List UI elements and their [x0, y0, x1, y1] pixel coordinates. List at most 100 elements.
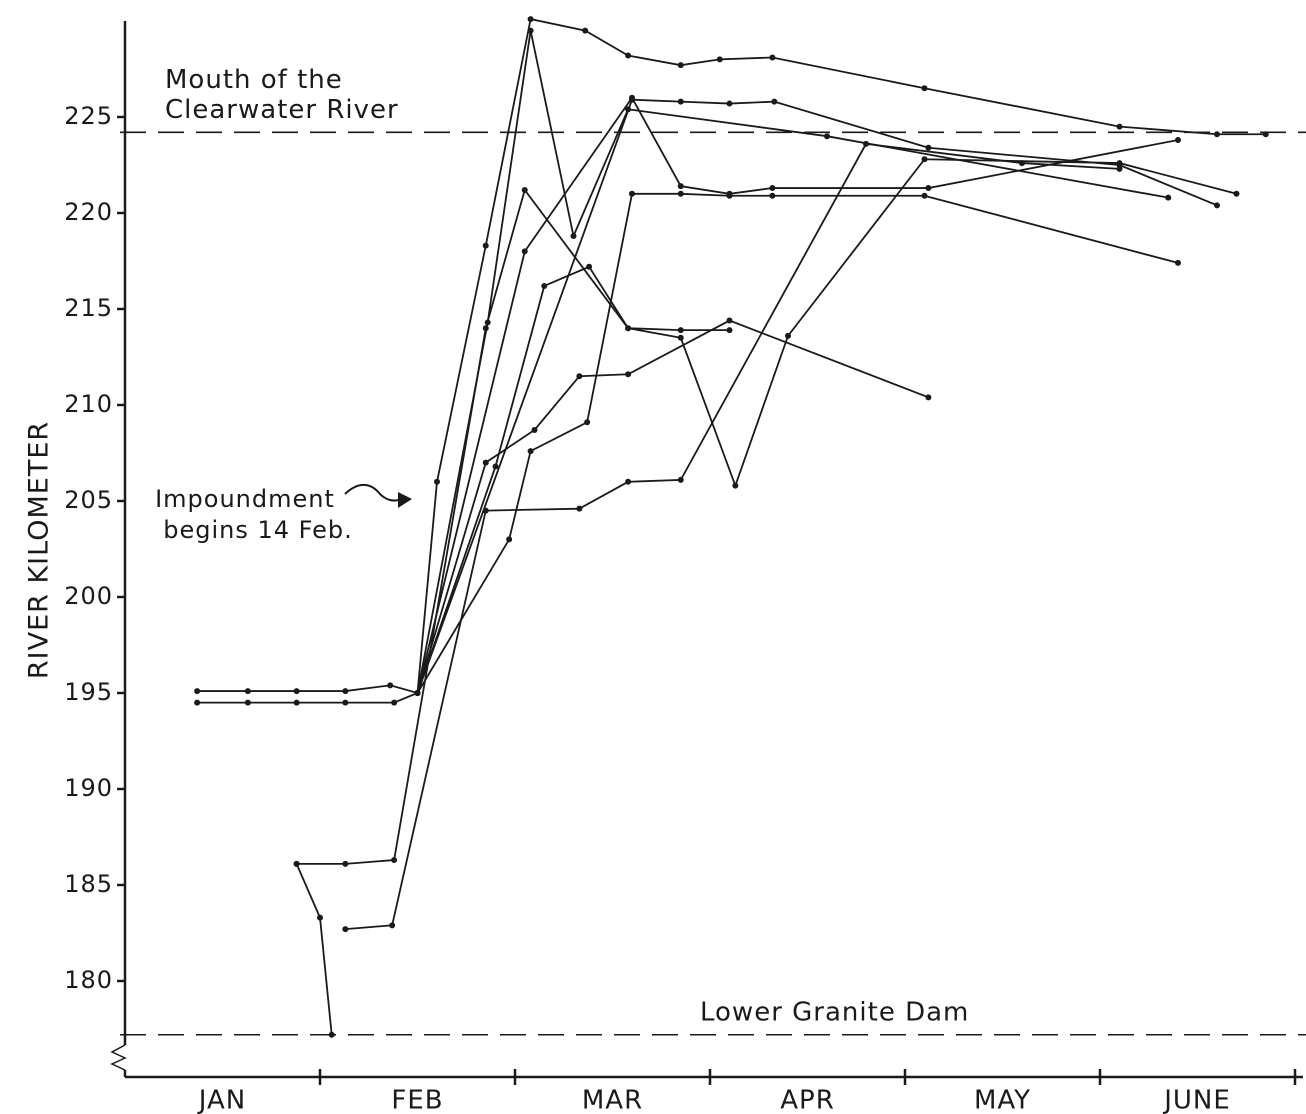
data-point [342, 926, 349, 933]
data-point [629, 96, 635, 103]
x-tick-label: MAY [974, 1086, 1031, 1114]
x-tick-label: APR [780, 1086, 835, 1114]
y-tick-label: 205 [64, 486, 113, 514]
data-point [293, 688, 300, 695]
data-point [586, 263, 593, 270]
y-tick-label: 215 [64, 294, 113, 322]
data-point [342, 699, 349, 706]
data-point [244, 699, 251, 706]
y-tick-label: 195 [64, 678, 113, 706]
data-point [492, 463, 499, 470]
data-point [726, 327, 733, 334]
data-point [194, 688, 201, 695]
data-point [391, 699, 398, 706]
data-point [921, 192, 928, 199]
data-point [521, 248, 528, 255]
data-point [677, 62, 684, 69]
data-point [677, 190, 684, 197]
y-tick-label: 185 [64, 870, 113, 898]
data-point [293, 860, 300, 867]
series-line [295, 863, 333, 1035]
data-point [726, 192, 733, 199]
data-point [342, 688, 349, 695]
data-point [328, 1031, 335, 1038]
data-point [1175, 259, 1181, 266]
data-point [570, 233, 577, 240]
data-point [677, 334, 684, 341]
data-point [582, 27, 589, 34]
data-point [387, 682, 394, 689]
annotation: Impoundment [155, 485, 335, 513]
y-tick-label: 210 [64, 390, 113, 418]
data-point [677, 327, 684, 334]
data-point [414, 690, 421, 696]
data-point [769, 54, 776, 61]
data-point [527, 448, 534, 455]
x-tick-label: JAN [197, 1086, 246, 1114]
series-line [197, 30, 1169, 704]
series-line [416, 192, 1179, 694]
data-point [482, 459, 489, 466]
data-point [769, 192, 776, 199]
data-point [863, 140, 869, 147]
y-tick-label: 225 [64, 102, 113, 130]
reference-label: Clearwater River [165, 95, 399, 125]
data-point [342, 860, 349, 867]
data-point [1175, 137, 1181, 144]
data-point [482, 325, 489, 332]
data-point [1214, 131, 1220, 138]
y-tick-label: 200 [64, 582, 113, 610]
data-point [625, 325, 632, 332]
data-point [1116, 162, 1123, 168]
data-point [925, 394, 932, 401]
axis-break [110, 1044, 127, 1071]
reference-label: Mouth of the [165, 65, 343, 95]
data-point [576, 373, 583, 380]
data-point [921, 156, 928, 163]
data-point [1214, 202, 1220, 209]
series-line [345, 142, 1120, 931]
x-tick-label: MAR [582, 1086, 643, 1114]
data-point [625, 478, 632, 485]
data-point [482, 242, 489, 249]
annotation: begins 14 Feb. [163, 516, 353, 544]
data-point [584, 419, 591, 426]
data-point [531, 426, 538, 433]
data-point [921, 85, 928, 92]
data-point [677, 98, 684, 105]
x-tick-label: JUNE [1162, 1086, 1231, 1114]
data-point [769, 185, 776, 192]
data-point [1116, 123, 1123, 130]
data-point [317, 914, 323, 921]
data-point [625, 371, 632, 378]
data-point [1262, 131, 1269, 138]
annotation-arrow [344, 484, 405, 502]
data-point [244, 688, 251, 695]
y-tick-label: 220 [64, 198, 113, 226]
series-line [197, 18, 1266, 695]
data-point [732, 482, 739, 489]
data-point [527, 16, 534, 23]
series-line [296, 187, 730, 865]
data-point [527, 27, 534, 34]
data-point [726, 317, 733, 324]
series-line [416, 158, 1237, 694]
y-tick-label: 190 [64, 774, 113, 802]
data-point [925, 144, 932, 151]
data-point [194, 699, 201, 706]
data-point [506, 536, 513, 543]
x-tick-label: FEB [391, 1086, 443, 1114]
data-point [521, 186, 528, 193]
data-point [625, 52, 632, 59]
data-point [824, 133, 830, 140]
data-point [1165, 194, 1172, 201]
data-point [1233, 190, 1240, 197]
data-point [541, 282, 548, 289]
y-axis-label: RIVER KILOMETER [24, 421, 55, 679]
data-point [726, 100, 733, 107]
data-point [391, 857, 398, 864]
data-point [293, 699, 300, 706]
annotation-arrowhead [398, 492, 412, 508]
data-point [629, 190, 635, 197]
series-line [416, 96, 1179, 694]
